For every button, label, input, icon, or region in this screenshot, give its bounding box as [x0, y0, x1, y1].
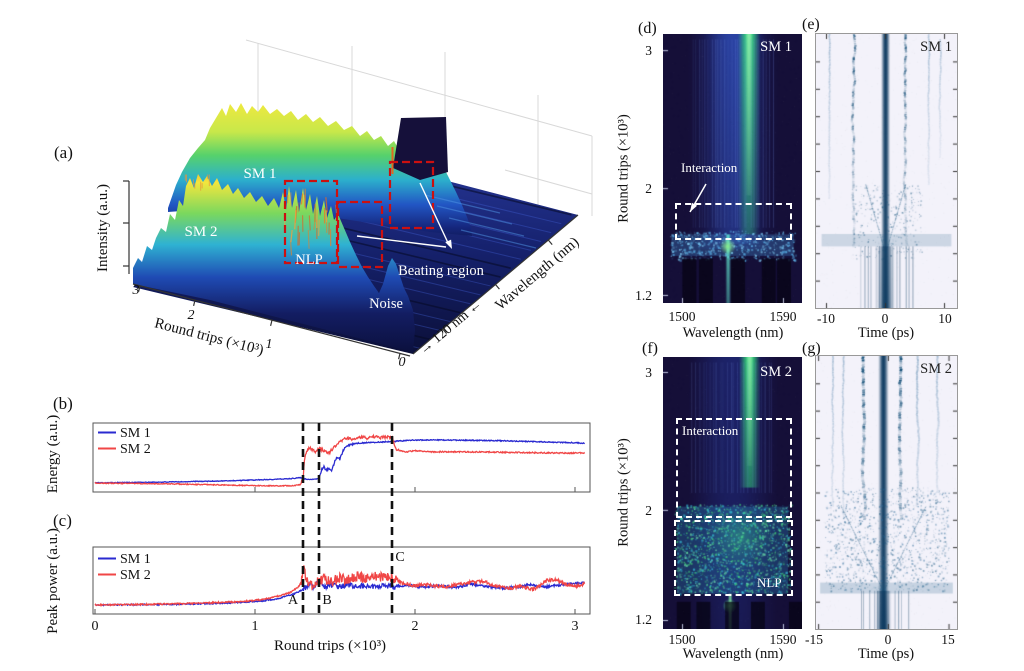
panel-d-interaction-arrow	[689, 183, 707, 213]
panel-e-title: SM 1	[920, 39, 952, 55]
panel-d-xtick-1590: 1590	[769, 309, 797, 324]
panel-g-title: SM 2	[920, 361, 952, 377]
annotation-nlp: NLP	[295, 252, 322, 268]
panel-c-frame	[92, 546, 591, 615]
panel-d-interaction-label: Interaction	[681, 160, 738, 175]
panel-f-title: SM 2	[760, 364, 792, 380]
panel-c-xtick-0: 0	[92, 619, 99, 634]
panel-e-xtick-0: 0	[881, 311, 889, 326]
panel-g-heatmap	[815, 355, 958, 630]
panel-c-ylabel: Peak power (a.u.)	[45, 528, 61, 634]
panel-b-legend: SM 1 SM 2	[98, 426, 151, 457]
panel-b-legend-sm2: SM 2	[120, 442, 151, 457]
panel-c-legend: SM 1 SM 2	[98, 552, 151, 583]
marker-label-A: A	[288, 593, 299, 608]
marker-label-C: C	[395, 550, 404, 565]
panel-b-frame	[92, 422, 591, 493]
panel-c-xtick-1: 1	[252, 619, 259, 634]
panel-d-xlabel: Wavelength (nm)	[682, 325, 784, 341]
panel-f-ylabel: Round trips (×10³)	[615, 438, 632, 547]
panel-c-legend-sm2: SM 2	[120, 568, 151, 583]
panel-e-heatmap	[815, 33, 958, 309]
panel-g-label: (g)	[802, 340, 821, 357]
panel-d-ytick-12: 1.2	[635, 288, 652, 303]
panel-g-xtick-m15: -15	[805, 632, 823, 647]
panel-a-tick-0: 0	[399, 355, 406, 370]
panel-d-interaction-box	[675, 203, 792, 240]
panel-c-xtick-3: 3	[572, 619, 579, 634]
beating-streaks	[424, 194, 537, 249]
annotation-sm1: SM 1	[244, 166, 277, 182]
panel-d-title: SM 1	[760, 39, 792, 55]
curve-c-sm2	[94, 565, 586, 608]
panel-f-xtick-1590: 1590	[769, 632, 797, 647]
intensity-axis	[123, 180, 130, 274]
panel-f-ytick-12: 1.2	[635, 612, 652, 627]
panel-b-legend-sm1: SM 1	[120, 426, 151, 441]
panel-a-tick-1: 1	[266, 337, 273, 352]
wavelength-axis	[412, 214, 579, 355]
panel-a-surface-plot: (a) Intensity (a.u.) Round trips (×10³) …	[54, 39, 593, 370]
panel-g-xtick-15: 15	[941, 632, 955, 647]
panel-d-ytick-3: 3	[645, 43, 652, 58]
panel-d-label: (d)	[638, 20, 657, 37]
marker-label-B: B	[322, 593, 331, 608]
panel-f-interaction-box	[676, 418, 792, 518]
panel-g-xlabel: Time (ps)	[857, 646, 915, 662]
panel-bc-line-plots: SM 1 SM 2 SM 1 SM 2 A B C 0 1 2 3 Round …	[45, 394, 591, 654]
panel-g-xtick-0: 0	[884, 632, 892, 647]
annotation-noise: Noise	[369, 296, 403, 312]
panel-d-ylabel: Round trips (×10³)	[615, 114, 632, 223]
beating-region-arrows	[356, 182, 452, 249]
panel-a-tick-3: 3	[132, 283, 140, 298]
panel-f-ytick-3: 3	[645, 365, 652, 380]
red-dashed-box-mid	[336, 200, 384, 269]
panel-d-ytick-2: 2	[645, 181, 652, 196]
panel-e-xlabel: Time (ps)	[857, 325, 915, 341]
panel-d-heatmap	[663, 34, 802, 303]
panel-e-xtick-10: 10	[938, 311, 952, 326]
red-dashed-box-nlp	[283, 179, 339, 265]
panel-c-xtick-2: 2	[412, 619, 419, 634]
red-dashed-box-right	[388, 160, 435, 230]
curve-c-sm1	[94, 579, 586, 607]
curve-b-sm2	[94, 433, 586, 488]
panel-b-ylabel: Energy (a.u.)	[45, 415, 61, 493]
curve-b-sm1	[94, 438, 586, 484]
panel-f-label: (f)	[642, 340, 658, 357]
panel-a-ylabel: Intensity (a.u.)	[95, 184, 111, 272]
panel-a-tick-2: 2	[188, 308, 195, 323]
panel-a-label: (a)	[54, 143, 73, 162]
panel-f-xlabel: Wavelength (nm)	[682, 646, 784, 662]
panel-f-nlp-box	[674, 520, 793, 596]
panel-e-label: (e)	[802, 16, 820, 33]
panel-b-ticks	[254, 487, 576, 492]
panel-f-interaction-label: Interaction	[682, 423, 739, 438]
beating-dark-notch	[393, 117, 448, 180]
panel-c-xlabel: Round trips (×10³)	[274, 638, 386, 654]
panel-f-nlp-label: NLP	[757, 575, 782, 590]
nlp-speckle-texture	[184, 174, 338, 256]
panel-f-ytick-2: 2	[645, 503, 652, 518]
annotation-sm2: SM 2	[185, 224, 218, 240]
back-wall-grid	[245, 39, 593, 216]
round-trips-axis	[132, 283, 411, 360]
panel-c-legend-sm1: SM 1	[120, 552, 151, 567]
panel-f-heatmap	[663, 357, 802, 629]
panel-e-xtick-m10: -10	[817, 311, 835, 326]
panel-c-ticks	[94, 609, 576, 614]
sm2-ridge	[133, 174, 415, 352]
panel-b-label: (b)	[53, 394, 73, 413]
panel-f-xtick-1500: 1500	[668, 632, 696, 647]
panel-a-xlabel: Round trips (×10³)	[153, 315, 266, 359]
panel-c-label: (c)	[53, 511, 72, 530]
annotation-beating-region: Beating region	[398, 263, 485, 279]
panel-d-xtick-1500: 1500	[668, 309, 696, 324]
